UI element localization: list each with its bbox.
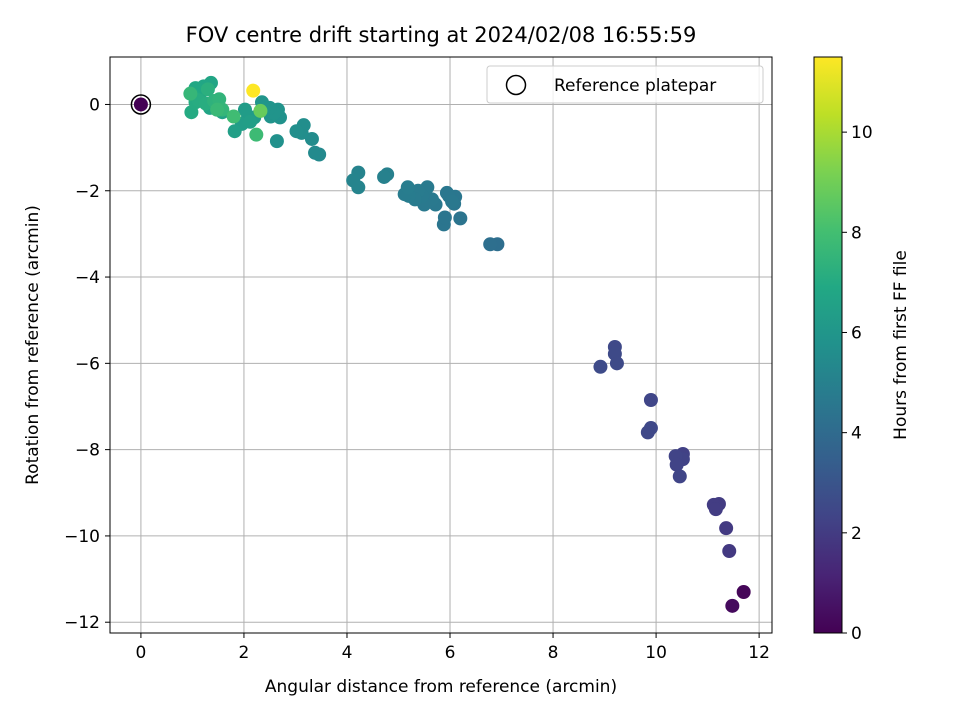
colorbar-tick-label: 10	[851, 123, 873, 143]
x-tick-label: 10	[645, 643, 667, 663]
x-tick-label: 8	[548, 643, 559, 663]
data-point	[725, 598, 740, 613]
data-point	[672, 469, 687, 484]
data-point	[183, 86, 198, 101]
data-point	[304, 131, 319, 146]
y-axis-ticks: 0 −2 −4 −6 −8 −10 −12	[64, 95, 110, 633]
colorbar: 0 2 4 6 8 10 Hours from first FF file	[813, 56, 911, 644]
data-point	[243, 114, 258, 129]
data-points	[133, 75, 751, 613]
y-axis-label: Rotation from reference (arcmin)	[23, 205, 43, 485]
y-tick-label: −8	[75, 441, 100, 461]
data-point	[736, 585, 751, 600]
data-point	[237, 102, 252, 117]
data-point	[437, 210, 452, 225]
x-tick-label: 2	[239, 643, 250, 663]
legend-marker-icon	[505, 74, 527, 96]
colorbar-ticks: 0 2 4 6 8 10	[842, 123, 873, 644]
data-point	[133, 97, 148, 112]
x-tick-label: 12	[748, 643, 770, 663]
x-axis-label: Angular distance from reference (arcmin)	[265, 677, 617, 697]
y-tick-label: −10	[64, 527, 100, 547]
data-point	[719, 521, 734, 536]
x-tick-label: 6	[445, 643, 456, 663]
data-point	[400, 180, 415, 195]
y-tick-label: −4	[75, 268, 100, 288]
y-tick-label: −6	[75, 354, 100, 374]
chart-title: FOV centre drift starting at 2024/02/08 …	[186, 23, 697, 47]
data-point	[200, 82, 215, 97]
data-point	[377, 169, 392, 184]
data-point	[483, 237, 498, 252]
data-point	[308, 145, 323, 160]
plot-area: 0 2 4 6 8 10 12 0 −2 −4 −6 −8 −10 −12	[64, 56, 773, 663]
colorbar-tick-label: 8	[851, 223, 862, 243]
data-point	[249, 127, 264, 142]
legend-entry: Reference platepar	[554, 76, 716, 96]
data-point	[453, 211, 468, 226]
colorbar-label: Hours from first FF file	[891, 250, 911, 440]
data-point	[227, 124, 242, 139]
data-point	[269, 134, 284, 149]
data-point	[643, 393, 658, 408]
data-point	[226, 109, 241, 124]
x-tick-label: 0	[135, 643, 146, 663]
data-point	[640, 425, 655, 440]
data-point	[722, 544, 737, 559]
data-point	[445, 194, 460, 209]
plot-background	[110, 57, 772, 633]
legend: Reference platepar	[486, 65, 764, 104]
data-point	[609, 356, 624, 371]
data-point	[351, 180, 366, 195]
colorbar-tick-label: 2	[851, 524, 862, 544]
y-tick-label: −12	[64, 613, 100, 633]
data-point	[669, 457, 684, 472]
data-point	[708, 502, 723, 517]
x-tick-label: 4	[342, 643, 353, 663]
colorbar-tick-label: 0	[851, 624, 862, 644]
legend-box	[486, 65, 764, 104]
y-tick-label: −2	[75, 182, 100, 202]
data-point	[246, 83, 261, 98]
x-axis-ticks: 0 2 4 6 8 10 12	[135, 633, 770, 663]
plot-frame	[109, 56, 773, 634]
colorbar-gradient	[813, 56, 843, 634]
colorbar-tick-label: 6	[851, 323, 862, 343]
data-point	[253, 103, 268, 118]
colorbar-tick-label: 4	[851, 424, 862, 444]
data-point	[593, 359, 608, 374]
grid	[110, 57, 772, 633]
reference-point	[130, 94, 152, 115]
data-point	[289, 124, 304, 139]
y-tick-label: 0	[89, 95, 100, 115]
data-point	[210, 102, 225, 117]
reference-marker	[130, 94, 152, 115]
